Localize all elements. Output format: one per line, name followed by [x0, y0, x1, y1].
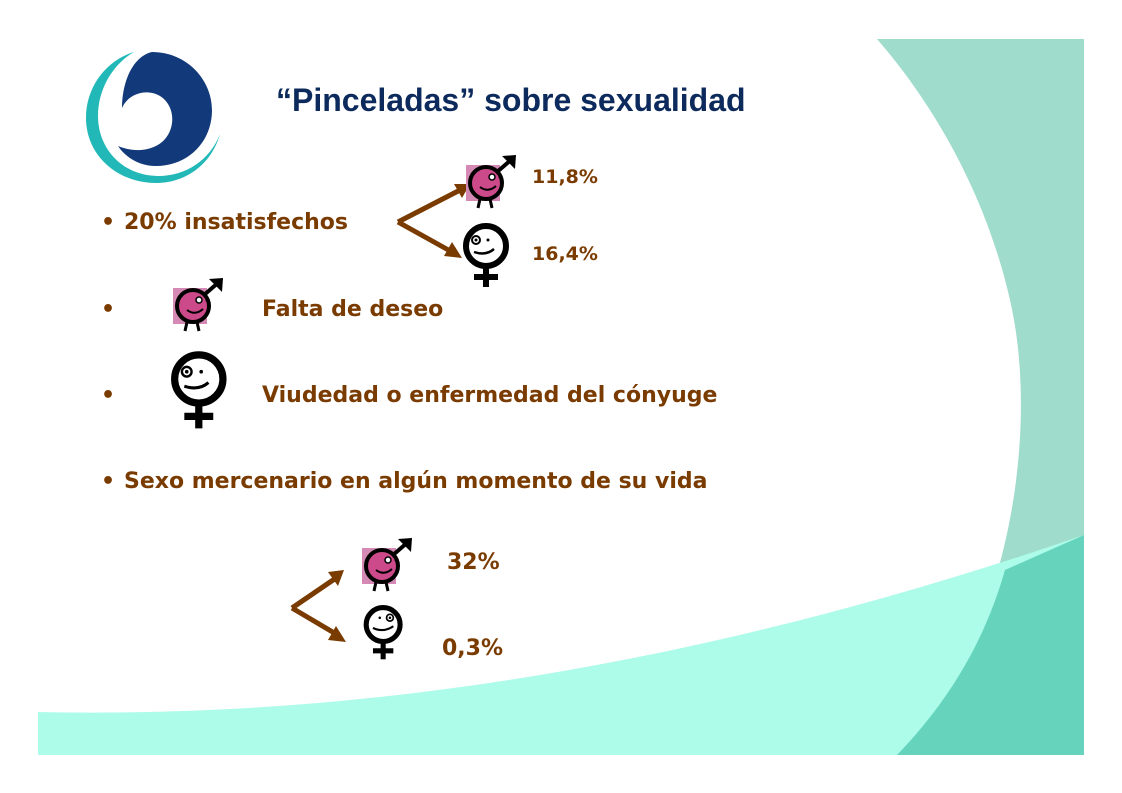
bullet: • — [101, 297, 116, 322]
bullet: • — [101, 210, 116, 235]
mint-bottom-shape — [38, 535, 1084, 755]
female-percent-mercenario: 0,3% — [442, 636, 504, 661]
split-arrow-icon — [290, 570, 346, 642]
male-symbol-face-icon — [362, 538, 412, 592]
logo-icon — [86, 52, 220, 183]
slide-title: “Pinceladas” sobre sexualidad — [276, 82, 746, 118]
bullet: • — [101, 383, 116, 408]
bullet: • — [101, 469, 116, 494]
male-symbol-face-icon — [173, 278, 223, 332]
female-percent-insatisfechos: 16,4% — [532, 243, 598, 265]
female-symbol-face-icon — [363, 605, 403, 660]
item-viudedad: Viudedad o enfermedad del cónyuge — [262, 383, 718, 408]
teal-corner-shape — [897, 535, 1084, 755]
female-symbol-face-icon — [463, 223, 509, 287]
male-symbol-face-icon — [466, 155, 516, 209]
male-percent-insatisfechos: 11,8% — [532, 166, 598, 188]
item-insatisfechos: 20% insatisfechos — [124, 210, 349, 235]
male-percent-mercenario: 32% — [447, 550, 500, 575]
item-sexo-mercenario: Sexo mercenario en algún momento de su v… — [124, 469, 708, 494]
item-falta-de-deseo: Falta de deseo — [262, 297, 444, 322]
female-symbol-face-icon — [171, 351, 227, 429]
